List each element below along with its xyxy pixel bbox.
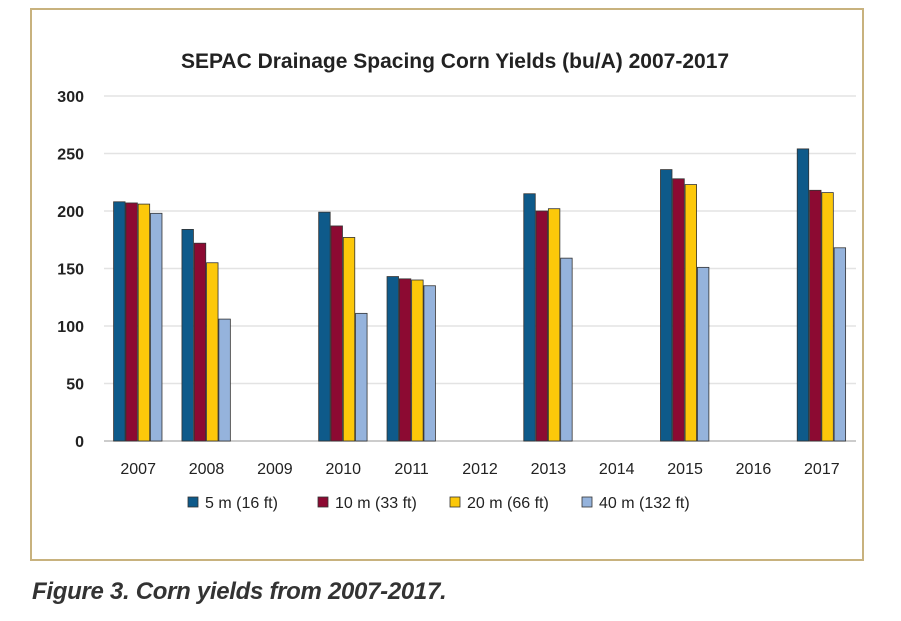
bar-2008-series-3 [218,318,231,442]
y-tick-label: 250 [57,147,84,164]
y-tick-label: 100 [57,319,84,336]
bar-2007-series-1 [125,202,138,442]
x-tick-label: 2010 [325,461,361,478]
x-tick-label: 2017 [804,461,840,478]
x-tick-label: 2014 [599,461,635,478]
x-tick-label: 2008 [189,461,225,478]
y-tick-label: 200 [57,204,84,221]
bar-2010-series-2 [342,237,356,442]
chart-frame [30,8,864,561]
x-tick-label: 2015 [667,461,703,478]
bar-2013-series-3 [560,257,573,442]
x-tick-label: 2013 [531,461,567,478]
bar-2007-series-0 [113,201,126,442]
bar-2011-series-2 [411,279,424,442]
y-tick-label: 0 [75,434,84,451]
bar-2015-series-3 [696,266,710,442]
bar-2015-series-1 [672,178,685,442]
bar-2011-series-1 [398,278,412,442]
y-tick-label: 150 [57,262,84,279]
bar-2007-series-2 [137,203,151,442]
bar-2010-series-3 [355,312,368,442]
bar-2017-series-1 [809,189,822,442]
bar-2015-series-0 [660,169,673,442]
x-tick-label: 2012 [462,461,498,478]
y-tick-label: 300 [57,89,84,106]
bar-2008-series-0 [181,228,194,442]
bar-2008-series-2 [206,262,219,442]
bar-2013-series-2 [547,208,561,442]
legend-label: 40 m (132 ft) [599,495,690,512]
legend-swatch [581,496,593,508]
bar-2010-series-0 [318,211,331,442]
x-tick-label: 2009 [257,461,293,478]
chart-title: SEPAC Drainage Spacing Corn Yields (bu/A… [181,50,729,73]
figure-caption: Figure 3. Corn yields from 2007-2017. [32,578,447,605]
bar-2013-series-0 [523,193,536,442]
legend-label: 5 m (16 ft) [205,495,278,512]
y-tick-label: 50 [66,377,84,394]
x-tick-label: 2011 [394,461,429,478]
x-tick-label: 2016 [736,461,772,478]
bar-2007-series-3 [150,212,163,442]
legend-swatch [449,496,461,508]
bar-2017-series-3 [833,247,847,442]
legend-swatch [317,496,329,508]
bar-2013-series-1 [535,210,548,442]
legend-label: 10 m (33 ft) [335,495,417,512]
bar-2008-series-1 [193,242,207,442]
legend-label: 20 m (66 ft) [467,495,549,512]
bar-2017-series-2 [821,192,834,442]
bar-2017-series-0 [796,148,810,442]
x-tick-label: 2007 [120,461,156,478]
bar-2015-series-2 [684,184,697,442]
bar-2011-series-0 [386,276,399,442]
bar-2011-series-3 [423,285,436,442]
bar-2010-series-1 [330,225,343,442]
legend-swatch [187,496,199,508]
